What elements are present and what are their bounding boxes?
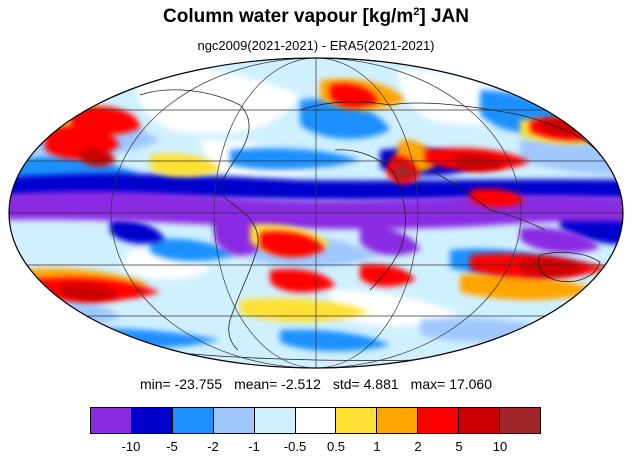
colorbar-tick-label: -10 — [121, 439, 141, 454]
colorbar-box — [377, 408, 419, 433]
colorbar-box — [500, 408, 540, 433]
stat-min-label: min= — [139, 376, 171, 392]
colorbar-tick-label: 1 — [373, 439, 381, 454]
colorbar-tick-label: -0.5 — [283, 439, 307, 454]
stat-max-label: max= — [410, 376, 446, 392]
stat-max-value: 17.060 — [449, 376, 493, 392]
colorbar-box — [336, 408, 378, 433]
colorbar-tick-label: 2 — [414, 439, 422, 454]
colorbar-tick-label: -5 — [166, 439, 178, 454]
colorbar-tick-label: 0.5 — [326, 439, 346, 454]
colorbar-ticks: -10 -5 -2 -1 -0.5 0.5 1 2 5 10 — [90, 439, 541, 457]
colorbar-tick-label: -1 — [248, 439, 260, 454]
colorbar-box — [254, 408, 296, 433]
coastlines — [139, 89, 601, 361]
stat-mean-value: -2.512 — [281, 376, 321, 392]
colorbar-box — [172, 408, 214, 433]
stat-std-label: std= — [332, 376, 360, 392]
stat-std-value: 4.881 — [363, 376, 399, 392]
map-title: Column water vapour [kg/m2] JAN — [163, 6, 469, 27]
colorbar-box — [131, 408, 173, 433]
colorbar-box — [459, 408, 501, 433]
colorbar-tick-label: -2 — [207, 439, 219, 454]
title-superscript: 2 — [413, 6, 420, 18]
colorbar-box — [91, 408, 132, 433]
colorbar-tick-label: 5 — [455, 439, 463, 454]
colorbar-box — [295, 408, 337, 433]
map-field — [9, 58, 623, 368]
stat-min-value: -23.755 — [174, 376, 223, 392]
colorbar-tick-label: 10 — [492, 439, 508, 454]
stat-mean-label: mean= — [234, 376, 278, 392]
statistics-line: min= -23.755 mean= -2.512 std= 4.881 max= 1… — [0, 376, 632, 392]
map-subtitle: ngc2009(2021-2021) - ERA5(2021-2021) — [197, 38, 435, 53]
colorbar-box — [418, 408, 460, 433]
graticule — [9, 58, 623, 368]
colorbar-box — [213, 408, 255, 433]
colorbar — [90, 407, 541, 434]
map-border — [8, 57, 624, 369]
